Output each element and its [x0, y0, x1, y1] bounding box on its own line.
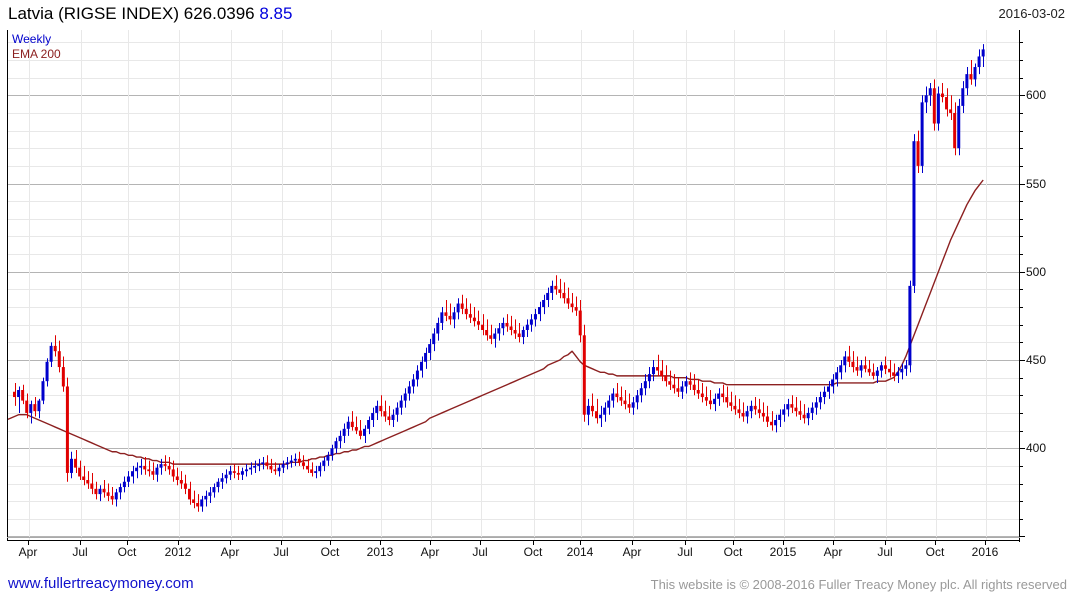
- y-axis-label: 500: [1026, 264, 1047, 279]
- site-url[interactable]: www.fullertreacymoney.com: [8, 575, 194, 592]
- x-axis-label: Oct: [723, 545, 743, 559]
- plot-area[interactable]: [7, 30, 1020, 540]
- x-axis-label: Jul: [677, 545, 693, 559]
- x-axis-tick: [281, 541, 282, 545]
- instrument-name: Latvia (RIGSE INDEX): [8, 4, 179, 23]
- chart-date: 2016-03-02: [998, 6, 1066, 21]
- x-axis-tick: [330, 541, 331, 545]
- x-axis-line-light: [7, 537, 1020, 538]
- x-axis-label: Jul: [72, 545, 88, 559]
- x-axis-tick: [685, 541, 686, 545]
- y-axis-tick: [1019, 536, 1025, 538]
- y-axis-line: [1019, 30, 1020, 542]
- x-axis-tick: [985, 541, 986, 545]
- y-axis-tick: [1019, 254, 1023, 256]
- chart-header: Latvia (RIGSE INDEX) 626.0396 8.85 2016-…: [0, 0, 1075, 28]
- y-axis-tick: [1019, 518, 1023, 520]
- x-axis-tick: [380, 541, 381, 545]
- y-axis-tick: [1019, 289, 1023, 291]
- x-axis-label: Apr: [18, 545, 38, 559]
- x-axis-label: Apr: [823, 545, 843, 559]
- x-axis-tick: [783, 541, 784, 545]
- y-axis-tick: [1019, 430, 1023, 432]
- ema-200-line: [8, 179, 984, 465]
- change-value: 8.85: [259, 4, 293, 23]
- y-axis-tick: [1019, 95, 1025, 97]
- candlestick-series: [13, 44, 985, 512]
- x-axis-label: 2015: [769, 545, 797, 559]
- y-axis-tick: [1019, 112, 1023, 114]
- x-axis-tick: [833, 541, 834, 545]
- legend-ema-200: EMA 200: [12, 47, 61, 61]
- y-axis-tick: [1019, 501, 1023, 503]
- x-axis-tick: [127, 541, 128, 545]
- x-axis-label: Jul: [472, 545, 488, 559]
- x-axis-tick: [533, 541, 534, 545]
- x-axis-label: 2013: [366, 545, 394, 559]
- y-axis-tick: [1019, 342, 1023, 344]
- x-axis-label: Apr: [220, 545, 240, 559]
- y-axis-tick: [1019, 130, 1023, 132]
- x-axis-label: Oct: [523, 545, 543, 559]
- y-axis-tick: [1019, 60, 1023, 61]
- x-axis-tick: [885, 541, 886, 545]
- x-axis-label: Jul: [877, 545, 893, 559]
- y-axis-label: 400: [1026, 441, 1047, 456]
- copyright-notice: This website is © 2008-2016 Fuller Treac…: [650, 577, 1067, 592]
- x-axis-tick: [935, 541, 936, 545]
- y-axis-tick: [1019, 201, 1023, 203]
- x-axis-tick: [178, 541, 179, 545]
- y-axis-tick: [1019, 360, 1025, 361]
- x-axis-tick: [632, 541, 633, 545]
- y-axis-tick: [1019, 448, 1025, 450]
- x-axis-tick: [80, 541, 81, 545]
- last-value: 626.0396: [183, 4, 255, 23]
- x-axis-label: Oct: [320, 545, 340, 559]
- y-axis-tick: [1019, 183, 1025, 185]
- x-axis-tick: [733, 541, 734, 545]
- y-axis-tick: [1019, 324, 1023, 326]
- x-axis-tick: [580, 541, 581, 545]
- x-axis-label: Oct: [117, 545, 137, 559]
- y-axis-tick: [1019, 377, 1023, 379]
- y-axis-tick: [1019, 236, 1023, 238]
- x-axis-tick: [28, 541, 29, 545]
- legend-interval: Weekly: [12, 32, 52, 46]
- chart-title: Latvia (RIGSE INDEX) 626.0396 8.85: [8, 0, 292, 28]
- y-axis-tick: [1019, 412, 1023, 414]
- x-axis-tick: [430, 541, 431, 545]
- y-axis-tick: [1019, 483, 1023, 485]
- y-axis-tick: [1019, 218, 1023, 220]
- x-axis-line: [7, 540, 1020, 541]
- y-axis-tick: [1019, 165, 1023, 167]
- x-axis-tick: [230, 541, 231, 545]
- y-axis-tick: [1019, 307, 1023, 309]
- y-axis-label: 550: [1026, 176, 1047, 191]
- x-axis-label: 2014: [566, 545, 594, 559]
- y-axis-label: 450: [1026, 353, 1047, 367]
- y-axis-tick: [1019, 271, 1025, 273]
- x-axis-label: 2012: [164, 545, 192, 559]
- chart-legend: Weekly EMA 200: [12, 32, 61, 62]
- x-axis-label: Jul: [273, 545, 289, 559]
- x-axis-tick: [480, 541, 481, 545]
- y-axis-tick: [1019, 42, 1023, 44]
- y-axis-tick: [1019, 465, 1023, 467]
- y-axis-label: 600: [1026, 88, 1047, 103]
- y-axis-tick: [1019, 148, 1023, 150]
- grid-layer: [8, 30, 1020, 540]
- y-axis-tick: [1019, 395, 1023, 397]
- x-axis-label: Apr: [622, 545, 642, 559]
- x-axis-label: Oct: [925, 545, 945, 559]
- x-axis-label: Apr: [420, 545, 440, 559]
- y-axis-tick: [1019, 77, 1023, 79]
- x-axis-label: 2016: [971, 545, 999, 559]
